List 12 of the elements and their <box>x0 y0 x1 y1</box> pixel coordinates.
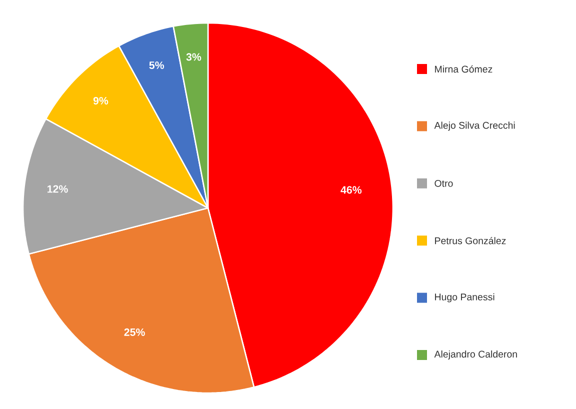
legend-label: Petrus González <box>435 236 506 244</box>
data-label: 25% <box>124 328 145 336</box>
data-label: 9% <box>93 96 108 104</box>
legend-label: Mirna Gómez <box>435 65 492 73</box>
legend-label: Hugo Panessi <box>435 293 494 302</box>
data-label: 46% <box>340 186 362 194</box>
legend-label: Otro <box>434 180 453 187</box>
legend-label: Alejandro Calderon <box>434 350 517 360</box>
data-label: 3% <box>186 53 202 61</box>
legend-label: Alejo Silva Crecchi <box>434 122 515 131</box>
data-label: 5% <box>149 61 164 70</box>
data-label: 12% <box>47 185 68 193</box>
